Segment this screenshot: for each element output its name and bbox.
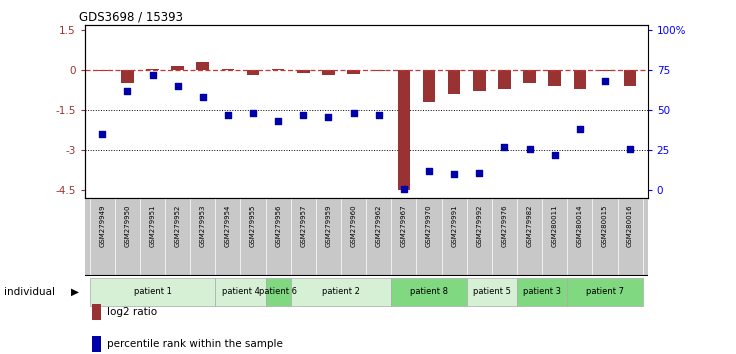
Point (574, 127, 586, 132)
Bar (598, 70, 611, 72)
Text: patient 1: patient 1 (133, 287, 171, 296)
Text: percentile rank within the sample: percentile rank within the sample (107, 339, 283, 349)
Text: GSM279956: GSM279956 (275, 205, 281, 247)
Point (498, 144, 510, 150)
Text: GSM279967: GSM279967 (401, 205, 407, 247)
Text: patient 3: patient 3 (523, 287, 561, 296)
Bar (498, 70, 511, 89)
Text: GSM279952: GSM279952 (174, 205, 180, 247)
Text: patient 4: patient 4 (222, 287, 259, 296)
Text: GDS3698 / 15393: GDS3698 / 15393 (79, 11, 183, 24)
Bar (473, 70, 486, 91)
Bar (372, 70, 385, 72)
Bar (96, 70, 108, 72)
Point (423, 168, 435, 174)
Text: GSM279982: GSM279982 (526, 205, 533, 247)
Bar (397, 70, 410, 190)
Point (398, 186, 410, 192)
Text: GSM279991: GSM279991 (451, 205, 457, 247)
Text: GSM279992: GSM279992 (476, 205, 482, 247)
Bar (567, 278, 643, 306)
Point (523, 146, 535, 152)
Point (121, 88, 133, 94)
Text: GSM279957: GSM279957 (300, 205, 306, 247)
Bar (347, 70, 360, 74)
Text: patient 5: patient 5 (473, 287, 511, 296)
Text: GSM280014: GSM280014 (577, 205, 583, 247)
Bar (548, 70, 561, 86)
Text: GSM279976: GSM279976 (501, 205, 507, 247)
Bar (467, 278, 517, 306)
Bar (197, 62, 209, 70)
Bar (247, 70, 259, 75)
Bar (297, 70, 310, 73)
Bar (216, 278, 266, 306)
Point (297, 112, 309, 118)
Point (448, 171, 460, 177)
Bar (266, 278, 291, 306)
Bar (272, 69, 285, 70)
Text: ▶: ▶ (71, 287, 79, 297)
Point (322, 114, 334, 119)
Bar (523, 70, 536, 84)
Point (171, 83, 183, 89)
Text: patient 2: patient 2 (322, 287, 360, 296)
Point (247, 110, 259, 116)
Text: patient 7: patient 7 (586, 287, 624, 296)
Bar (146, 69, 159, 70)
Point (146, 72, 158, 78)
Text: patient 8: patient 8 (410, 287, 448, 296)
Point (222, 112, 234, 118)
Text: GSM279960: GSM279960 (350, 205, 357, 247)
Point (272, 119, 284, 124)
Bar (291, 278, 392, 306)
Text: GSM279949: GSM279949 (99, 205, 105, 247)
Text: log2 ratio: log2 ratio (107, 307, 157, 317)
Text: GSM279951: GSM279951 (149, 205, 155, 247)
Point (599, 79, 611, 84)
Text: GSM279955: GSM279955 (250, 205, 256, 247)
Bar (447, 70, 461, 94)
Bar (517, 278, 567, 306)
Bar (222, 69, 234, 70)
Bar (90, 278, 216, 306)
Bar (392, 278, 467, 306)
Text: individual: individual (4, 287, 54, 297)
Text: patient 6: patient 6 (259, 287, 297, 296)
Text: GSM279950: GSM279950 (124, 205, 130, 247)
Point (473, 170, 485, 176)
Point (197, 95, 209, 100)
Text: GSM279970: GSM279970 (426, 205, 432, 247)
Bar (322, 70, 335, 75)
Text: GSM280011: GSM280011 (552, 205, 558, 247)
Text: GSM280015: GSM280015 (602, 205, 608, 247)
Bar (422, 70, 435, 102)
Bar (121, 70, 134, 84)
Text: GSM279953: GSM279953 (199, 205, 206, 247)
Point (96, 131, 108, 137)
Point (624, 146, 636, 152)
Text: GSM279959: GSM279959 (325, 205, 331, 247)
Text: GSM279954: GSM279954 (225, 205, 231, 247)
Bar (624, 70, 637, 86)
Bar (573, 70, 586, 89)
Text: GSM279962: GSM279962 (375, 205, 382, 247)
Point (347, 110, 359, 116)
Point (373, 112, 385, 118)
Bar (171, 66, 184, 70)
Point (549, 152, 561, 158)
Text: GSM280016: GSM280016 (627, 205, 633, 247)
